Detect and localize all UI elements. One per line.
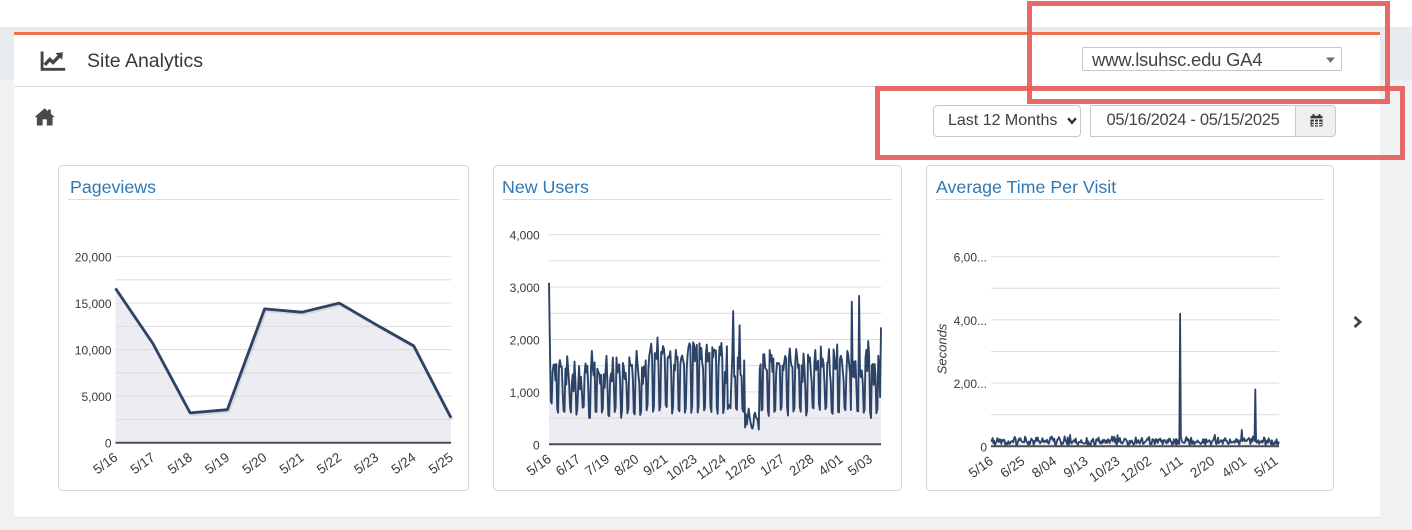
- svg-text:7/19: 7/19: [582, 451, 612, 479]
- svg-text:10/23: 10/23: [1086, 453, 1122, 485]
- svg-text:2,00...: 2,00...: [954, 377, 987, 391]
- svg-text:0: 0: [533, 438, 540, 452]
- svg-text:4/01: 4/01: [1219, 453, 1249, 481]
- svg-text:20,000: 20,000: [75, 251, 112, 265]
- svg-text:5/18: 5/18: [165, 450, 195, 478]
- svg-text:5/23: 5/23: [351, 450, 381, 478]
- svg-text:4,00...: 4,00...: [954, 314, 987, 328]
- svg-text:5/25: 5/25: [426, 450, 456, 478]
- svg-text:5/24: 5/24: [388, 449, 418, 477]
- svg-text:2,000: 2,000: [510, 334, 540, 348]
- svg-text:3,000: 3,000: [510, 281, 540, 295]
- svg-text:4/01: 4/01: [816, 451, 846, 479]
- svg-text:12/02: 12/02: [1118, 453, 1154, 485]
- svg-text:10/23: 10/23: [664, 451, 700, 483]
- svg-text:5/16: 5/16: [966, 453, 996, 481]
- svg-text:5/11: 5/11: [1251, 453, 1280, 480]
- svg-text:6/17: 6/17: [553, 451, 583, 479]
- svg-text:5/20: 5/20: [239, 450, 269, 478]
- svg-text:8/20: 8/20: [611, 451, 641, 479]
- svg-text:5/22: 5/22: [314, 450, 344, 478]
- svg-text:5/03: 5/03: [845, 451, 875, 479]
- svg-text:1/27: 1/27: [757, 451, 787, 479]
- svg-text:4,000: 4,000: [510, 229, 540, 243]
- svg-text:2/28: 2/28: [786, 451, 816, 479]
- svg-text:5/19: 5/19: [202, 450, 232, 478]
- svg-text:1,000: 1,000: [510, 386, 540, 400]
- svg-text:6/25: 6/25: [997, 453, 1027, 481]
- svg-text:0: 0: [105, 437, 112, 451]
- svg-text:0: 0: [980, 440, 987, 454]
- svg-text:5/16: 5/16: [524, 451, 554, 479]
- svg-text:5,000: 5,000: [81, 390, 111, 404]
- svg-text:12/26: 12/26: [722, 451, 758, 483]
- svg-text:6,00...: 6,00...: [954, 251, 987, 265]
- svg-text:5/21: 5/21: [277, 450, 307, 478]
- svg-text:2/20: 2/20: [1187, 453, 1217, 481]
- svg-text:5/17: 5/17: [128, 450, 158, 478]
- svg-text:15,000: 15,000: [75, 297, 112, 311]
- svg-text:11/24: 11/24: [694, 451, 730, 483]
- svg-text:9/13: 9/13: [1061, 453, 1091, 481]
- svg-text:Seconds: Seconds: [935, 323, 950, 374]
- svg-text:10,000: 10,000: [75, 344, 112, 358]
- svg-text:5/16: 5/16: [90, 450, 120, 478]
- svg-text:1/11: 1/11: [1156, 453, 1185, 480]
- svg-text:8/04: 8/04: [1029, 453, 1059, 481]
